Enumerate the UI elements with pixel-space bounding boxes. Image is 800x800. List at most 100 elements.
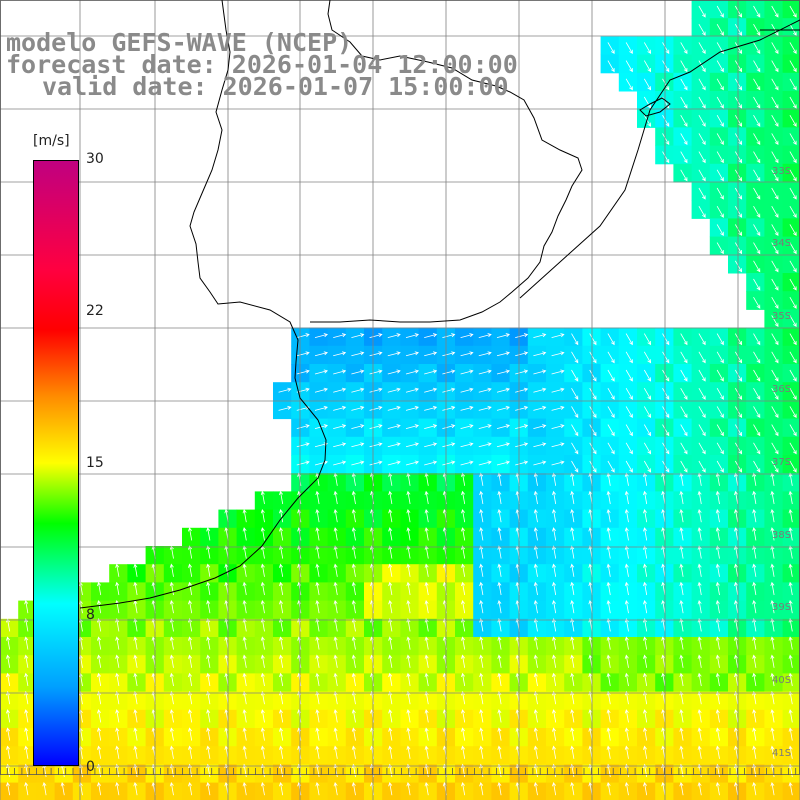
wind-arrow <box>406 581 411 596</box>
wind-arrow <box>643 96 652 109</box>
wind-arrow <box>315 581 320 596</box>
wind-arrow <box>606 654 611 668</box>
wind-arrow <box>625 78 633 91</box>
wind-arrow <box>333 781 338 796</box>
wind-arrow <box>479 672 484 687</box>
wind-arrow <box>679 472 684 486</box>
wind-arrow <box>607 60 615 73</box>
wind-arrow <box>697 563 702 577</box>
wind-arrow <box>369 387 383 393</box>
wind-arrow <box>625 387 633 400</box>
wind-arrow <box>133 763 138 778</box>
wind-arrow <box>424 618 429 632</box>
wind-arrow <box>753 406 761 419</box>
wind-cell <box>782 36 800 56</box>
wind-arrow <box>680 387 688 400</box>
wind-arrow <box>661 490 666 505</box>
wind-arrow <box>716 114 724 127</box>
wind-arrow <box>697 545 702 559</box>
wind-arrow <box>461 727 466 741</box>
wind-arrow <box>679 490 684 505</box>
wind-arrow <box>387 405 401 411</box>
wind-arrow <box>242 672 247 687</box>
wind-arrow <box>206 672 211 687</box>
wind-arrow <box>679 745 684 759</box>
wind-arrow <box>133 672 138 687</box>
wind-arrow <box>770 690 775 705</box>
wind-arrow <box>734 618 739 632</box>
wind-arrow <box>789 442 797 455</box>
wind-arrow <box>698 442 706 455</box>
wind-arrow <box>279 490 284 505</box>
wind-arrow <box>552 508 557 523</box>
wind-arrow <box>716 406 724 419</box>
wind-cell <box>782 145 800 165</box>
wind-arrow <box>643 581 648 596</box>
wind-arrow <box>662 387 670 400</box>
wind-cell <box>782 72 800 92</box>
wind-arrow <box>680 369 688 382</box>
wind-arrow <box>734 224 743 237</box>
wind-cell <box>782 345 800 365</box>
wind-arrow <box>97 599 102 614</box>
wind-arrow <box>752 490 757 505</box>
wind-arrow <box>788 563 793 577</box>
wind-arrow <box>697 781 702 796</box>
wind-arrow <box>679 508 684 523</box>
wind-arrow <box>133 745 138 759</box>
wind-arrow <box>461 472 466 486</box>
wind-arrow <box>643 781 648 796</box>
wind-arrow <box>169 690 174 705</box>
wind-arrow <box>624 599 629 614</box>
wind-cell <box>782 0 800 19</box>
wind-arrow <box>788 618 793 632</box>
wind-arrow <box>388 508 393 523</box>
wind-arrow <box>662 333 670 346</box>
wind-arrow <box>405 387 419 393</box>
wind-arrow <box>789 315 797 328</box>
wind-arrow <box>753 278 761 291</box>
wind-arrow <box>242 709 247 723</box>
wind-cell <box>782 364 800 383</box>
wind-arrow <box>169 727 174 741</box>
wind-arrow <box>715 745 720 759</box>
wind-cell <box>782 109 800 128</box>
wind-arrow <box>369 460 383 466</box>
wind-arrow <box>206 636 211 650</box>
wind-arrow <box>788 745 793 759</box>
wind-arrow <box>260 654 265 668</box>
wind-arrow <box>497 636 502 650</box>
wind-arrow <box>771 5 779 18</box>
colorbar-tick-15: 15 <box>86 455 104 471</box>
wind-arrow <box>496 424 510 429</box>
wind-arrow <box>533 709 538 723</box>
wind-arrow <box>279 672 284 687</box>
wind-arrow <box>387 442 401 448</box>
wind-arrow <box>662 42 670 55</box>
wind-arrow <box>206 527 211 541</box>
wind-arrow <box>734 151 743 164</box>
wind-arrow <box>406 672 411 687</box>
wind-arrow <box>296 442 310 448</box>
wind-arrow <box>424 405 438 411</box>
wind-arrow <box>314 351 328 357</box>
wind-arrow <box>607 387 615 400</box>
wind-arrow <box>406 472 411 486</box>
wind-arrow <box>680 114 688 127</box>
wind-arrow <box>789 169 797 182</box>
wind-arrow <box>697 672 702 687</box>
wind-arrow <box>206 690 211 705</box>
wind-arrow <box>497 508 502 523</box>
wind-arrow <box>679 599 684 614</box>
wind-arrow <box>460 405 474 411</box>
wind-cell <box>782 254 800 274</box>
wind-arrow <box>315 527 320 541</box>
wind-arrow <box>789 333 797 346</box>
wind-arrow <box>333 527 338 541</box>
wind-arrow <box>789 296 797 309</box>
wind-arrow <box>442 442 456 448</box>
wind-arrow <box>716 23 724 36</box>
wind-arrow <box>752 618 757 632</box>
wind-arrow <box>753 460 761 473</box>
